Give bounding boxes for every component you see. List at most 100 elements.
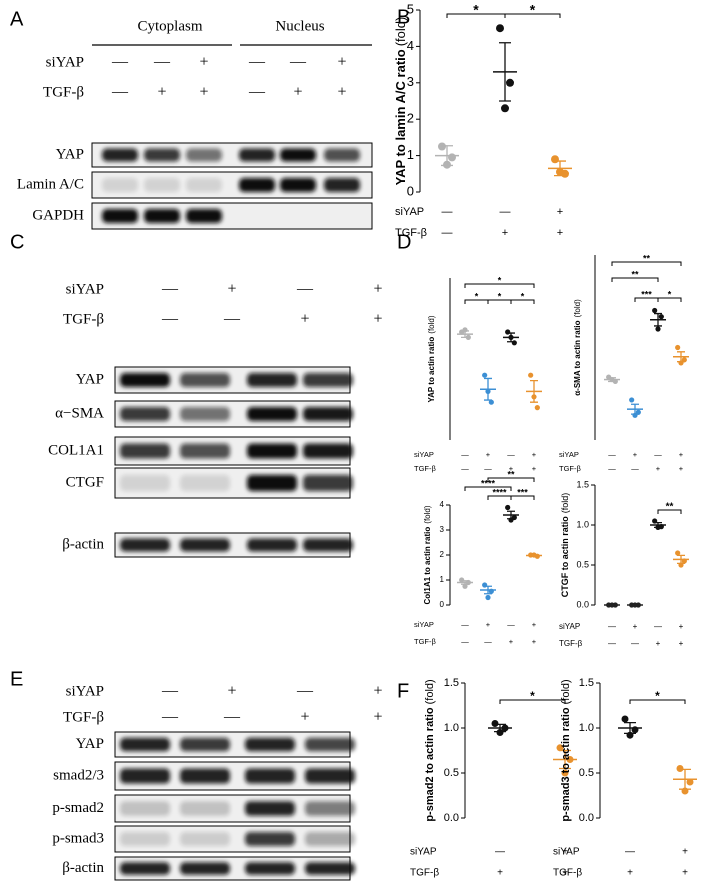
significance-bracket xyxy=(611,277,659,282)
condition-sign: — xyxy=(631,639,639,648)
significance-bracket xyxy=(629,699,686,704)
y-tick-label: 3 xyxy=(440,525,445,534)
condition-sign: + xyxy=(679,464,684,473)
band xyxy=(180,862,230,875)
significance-bracket xyxy=(611,261,682,266)
y-axis-title-unit: (fold) xyxy=(560,493,570,514)
band xyxy=(120,801,170,816)
condition-sign: + xyxy=(509,637,514,646)
band xyxy=(186,177,222,193)
significance-label: * xyxy=(530,2,536,18)
data-point xyxy=(658,314,664,320)
band xyxy=(186,148,222,162)
condition-sign: + xyxy=(682,847,688,858)
panel-label: A xyxy=(10,8,24,30)
y-axis-title: YAP to actin ratio (fold) xyxy=(427,315,436,402)
band xyxy=(245,768,295,784)
condition-sign: + xyxy=(373,281,382,298)
data-point xyxy=(675,344,681,351)
data-point xyxy=(686,778,694,786)
y-axis-title-text: CTGF to actin ratio xyxy=(560,516,570,598)
significance-label: * xyxy=(498,275,502,285)
y-axis-title: α-SMA to actin ratio (fold) xyxy=(573,299,582,396)
y-axis-title-unit: (fold) xyxy=(560,679,572,704)
condition-label: siYAP xyxy=(559,622,580,631)
band xyxy=(245,831,295,847)
condition-sign: + xyxy=(532,450,537,459)
band xyxy=(120,406,170,422)
band xyxy=(247,443,297,459)
band xyxy=(144,177,180,193)
condition-label: siYAP xyxy=(414,450,434,459)
condition-sign: — xyxy=(461,637,469,646)
condition-label: TGF-β xyxy=(63,709,104,725)
blot-row-label: β-actin xyxy=(62,536,104,552)
condition-sign: — xyxy=(461,620,469,629)
y-axis-title-text: YAP to lamin A/C ratio xyxy=(393,49,408,185)
condition-sign: + xyxy=(679,450,684,459)
blot-row-label: smad2/3 xyxy=(53,767,104,783)
significance-label: * xyxy=(498,291,502,301)
error-bar xyxy=(559,749,571,770)
condition-sign: + xyxy=(502,227,508,239)
condition-label: TGF-β xyxy=(559,639,583,648)
y-axis-title: p-smad2 to actin ratio (fold) xyxy=(424,679,436,821)
y-tick-label: 0 xyxy=(440,600,445,609)
y-axis-title: Col1A1 to actin ratio (fold) xyxy=(423,505,432,604)
data-point xyxy=(652,307,658,314)
condition-label: siYAP xyxy=(553,847,580,858)
band xyxy=(247,372,297,388)
blot-row-label: GAPDH xyxy=(32,207,84,223)
band xyxy=(247,474,297,492)
error-bar xyxy=(461,580,469,585)
band xyxy=(305,862,355,875)
condition-sign: — xyxy=(442,227,453,239)
condition-sign: — xyxy=(153,54,171,71)
error-bar xyxy=(654,521,662,529)
condition-sign: + xyxy=(373,683,382,700)
band xyxy=(120,831,170,847)
data-point xyxy=(501,104,509,113)
condition-sign: — xyxy=(608,622,616,631)
condition-sign: — xyxy=(500,206,511,218)
significance-label: ** xyxy=(507,469,515,479)
significance-label: *** xyxy=(517,487,528,497)
blot-header: Nucleus xyxy=(275,18,324,34)
condition-sign: + xyxy=(199,84,208,101)
band xyxy=(180,801,230,816)
band xyxy=(305,801,355,816)
y-axis-title-text: α-SMA to actin ratio xyxy=(573,320,582,395)
condition-label: TGF-β xyxy=(63,311,104,327)
condition-label: TGF-β xyxy=(414,637,436,646)
data-point xyxy=(675,550,681,556)
y-axis-title-text: YAP to actin ratio xyxy=(427,337,436,403)
blot-row-label: Lamin A/C xyxy=(17,176,84,192)
y-tick-label: 4 xyxy=(407,38,414,53)
significance-label: * xyxy=(521,291,525,301)
data-point xyxy=(551,155,559,164)
data-point xyxy=(496,729,504,736)
data-point xyxy=(491,720,499,727)
significance-label: * xyxy=(473,2,479,18)
y-tick-label: 1 xyxy=(440,575,445,584)
condition-sign: + xyxy=(497,868,503,879)
error-bar xyxy=(530,379,538,403)
blot-row-label: p-smad3 xyxy=(52,830,104,846)
y-tick-label: 0.5 xyxy=(579,767,594,779)
condition-sign: + xyxy=(679,622,684,631)
band xyxy=(247,406,297,422)
band xyxy=(180,831,230,847)
condition-sign: + xyxy=(532,464,537,473)
significance-label: *** xyxy=(641,289,652,299)
significance-label: * xyxy=(655,689,660,703)
error-bar xyxy=(499,42,511,102)
band xyxy=(102,177,138,193)
condition-sign: + xyxy=(633,622,638,631)
band xyxy=(303,406,353,422)
y-tick-label: 0.5 xyxy=(576,559,589,569)
data-point xyxy=(506,78,514,87)
band xyxy=(245,862,295,875)
error-bar xyxy=(530,554,538,557)
condition-sign: — xyxy=(461,464,469,473)
